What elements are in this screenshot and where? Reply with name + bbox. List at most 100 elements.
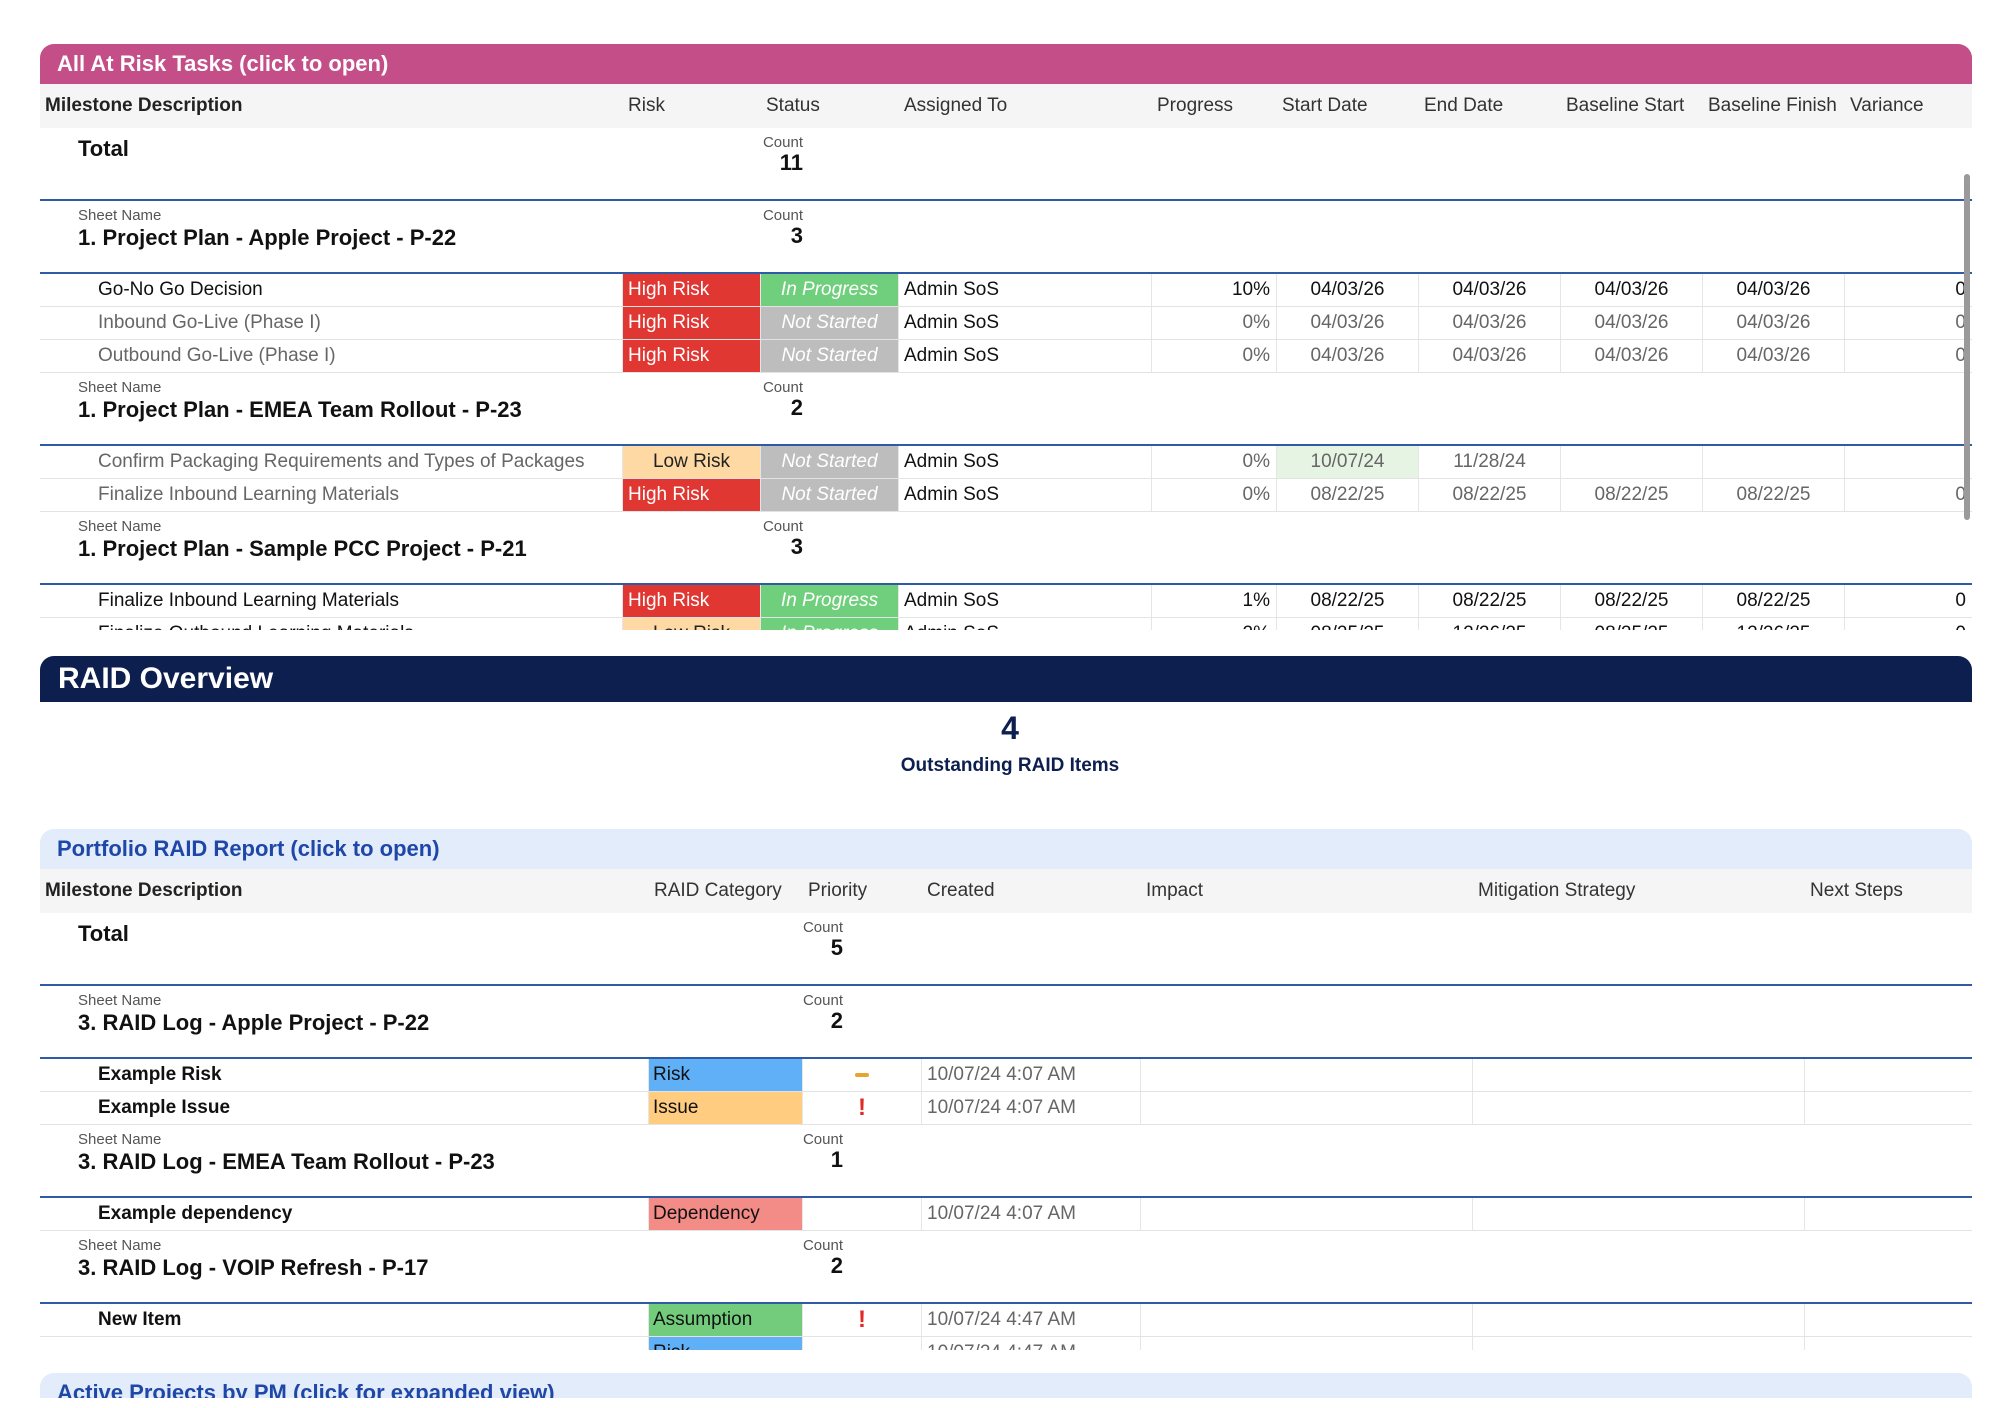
task-name: Confirm Packaging Requirements and Types… bbox=[40, 446, 623, 478]
task-name: Finalize Inbound Learning Materials bbox=[40, 479, 623, 511]
priority-cell bbox=[803, 1337, 922, 1350]
col-assigned-to[interactable]: Assigned To bbox=[904, 95, 1008, 116]
variance: 0 bbox=[1955, 312, 1966, 333]
sheet-name: 1. Project Plan - EMEA Team Rollout - P-… bbox=[78, 397, 522, 422]
progress: 0% bbox=[1152, 446, 1277, 478]
start-date: 04/03/26 bbox=[1277, 274, 1419, 306]
mitigation-strategy bbox=[1473, 1198, 1805, 1230]
at-risk-widget: All At Risk Tasks (click to open) Milest… bbox=[40, 44, 1972, 630]
col-risk[interactable]: Risk bbox=[628, 95, 665, 116]
group-header: Sheet Name 1. Project Plan - Apple Proje… bbox=[40, 201, 1972, 274]
variance bbox=[1845, 446, 1972, 478]
progress: 1% bbox=[1152, 585, 1277, 617]
mitigation-strategy bbox=[1473, 1092, 1805, 1124]
sheet-name-caption: Sheet Name bbox=[78, 379, 162, 396]
total-label: Total bbox=[78, 136, 129, 161]
table-row[interactable]: Example dependency Dependency 10/07/24 4… bbox=[40, 1198, 1972, 1231]
progress: 0% bbox=[1152, 479, 1277, 511]
count-caption: Count bbox=[762, 518, 803, 535]
impact bbox=[1141, 1059, 1473, 1091]
col-raid-category[interactable]: RAID Category bbox=[654, 880, 782, 901]
group-count: 3 bbox=[790, 223, 803, 248]
count-caption: Count bbox=[802, 1237, 843, 1254]
active-projects-title[interactable]: Active Projects by PM (click for expande… bbox=[57, 1380, 555, 1398]
col-next-steps[interactable]: Next Steps bbox=[1810, 880, 1903, 901]
assigned-to: Admin SoS bbox=[899, 479, 1152, 511]
next-steps bbox=[1805, 1337, 1972, 1350]
baseline-start: 08/22/25 bbox=[1561, 585, 1703, 617]
progress: 2% bbox=[1152, 618, 1277, 630]
baseline-finish: 04/03/26 bbox=[1703, 340, 1845, 372]
count-caption: Count bbox=[802, 1131, 843, 1148]
impact bbox=[1141, 1198, 1473, 1230]
table-row[interactable]: Go-No Go Decision High Risk In Progress … bbox=[40, 274, 1972, 307]
assigned-to: Admin SoS bbox=[899, 618, 1152, 630]
end-date: 04/03/26 bbox=[1419, 274, 1561, 306]
group-header: Sheet Name 1. Project Plan - EMEA Team R… bbox=[40, 373, 1972, 446]
sheet-name-caption: Sheet Name bbox=[78, 1131, 162, 1148]
sheet-name-caption: Sheet Name bbox=[78, 518, 162, 535]
table-row[interactable]: Finalize Outbound Learning Materials Low… bbox=[40, 618, 1972, 630]
table-row[interactable]: New Item Assumption ! 10/07/24 4:47 AM bbox=[40, 1304, 1972, 1337]
item-name: Example Risk bbox=[40, 1059, 649, 1091]
col-baseline-finish[interactable]: Baseline Finish bbox=[1708, 95, 1837, 116]
mitigation-strategy bbox=[1473, 1304, 1805, 1336]
total-label: Total bbox=[78, 921, 129, 946]
table-row[interactable]: Risk 10/07/24 4:47 AM bbox=[40, 1337, 1972, 1350]
end-date: 08/22/25 bbox=[1419, 585, 1561, 617]
priority-cell bbox=[803, 1198, 922, 1230]
sheet-name: 1. Project Plan - Sample PCC Project - P… bbox=[78, 536, 527, 561]
variance: 0 bbox=[1845, 618, 1972, 630]
status-badge: Not Started bbox=[761, 340, 899, 372]
created-date: 10/07/24 4:07 AM bbox=[922, 1059, 1141, 1091]
baseline-finish: 04/03/26 bbox=[1703, 274, 1845, 306]
table-row[interactable]: Confirm Packaging Requirements and Types… bbox=[40, 446, 1972, 479]
baseline-start bbox=[1561, 446, 1703, 478]
at-risk-table-body[interactable]: Total Count 11 Sheet Name 1. Project Pla… bbox=[40, 128, 1972, 630]
col-mitigation-strategy[interactable]: Mitigation Strategy bbox=[1478, 880, 1636, 901]
col-milestone-description[interactable]: Milestone Description bbox=[45, 95, 243, 116]
baseline-start: 04/03/26 bbox=[1561, 274, 1703, 306]
col-impact[interactable]: Impact bbox=[1146, 880, 1204, 901]
table-row[interactable]: Finalize Inbound Learning Materials High… bbox=[40, 585, 1972, 618]
col-variance[interactable]: Variance bbox=[1850, 95, 1924, 116]
mitigation-strategy bbox=[1473, 1337, 1805, 1350]
vertical-scrollbar[interactable] bbox=[1964, 174, 1970, 520]
created-date: 10/07/24 4:47 AM bbox=[922, 1304, 1141, 1336]
active-projects-header[interactable]: Active Projects by PM (click for expande… bbox=[40, 1373, 1972, 1398]
sheet-name-caption: Sheet Name bbox=[78, 207, 162, 224]
table-row[interactable]: Finalize Inbound Learning Materials High… bbox=[40, 479, 1972, 512]
col-created[interactable]: Created bbox=[927, 880, 995, 901]
col-start-date[interactable]: Start Date bbox=[1282, 95, 1368, 116]
total-count: 11 bbox=[779, 150, 803, 175]
table-row[interactable]: Example Issue Issue ! 10/07/24 4:07 AM bbox=[40, 1092, 1972, 1125]
raid-overview-title: RAID Overview bbox=[58, 662, 274, 695]
assigned-to: Admin SoS bbox=[899, 340, 1152, 372]
col-end-date[interactable]: End Date bbox=[1424, 95, 1504, 116]
outstanding-raid-count: 4 bbox=[1001, 710, 1019, 746]
raid-report-header[interactable]: Portfolio RAID Report (click to open) bbox=[40, 829, 1972, 869]
at-risk-header[interactable]: All At Risk Tasks (click to open) bbox=[40, 44, 1972, 84]
col-milestone-description[interactable]: Milestone Description bbox=[45, 880, 243, 901]
table-row[interactable]: Inbound Go-Live (Phase I) High Risk Not … bbox=[40, 307, 1972, 340]
high-priority-icon: ! bbox=[858, 1094, 866, 1121]
variance: 0 bbox=[1955, 345, 1966, 366]
sheet-name: 3. RAID Log - Apple Project - P-22 bbox=[78, 1010, 430, 1035]
impact bbox=[1141, 1304, 1473, 1336]
table-row[interactable]: Outbound Go-Live (Phase I) High Risk Not… bbox=[40, 340, 1972, 373]
count-caption: Count bbox=[762, 379, 803, 396]
raid-report-widget: Portfolio RAID Report (click to open) Mi… bbox=[40, 829, 1972, 1350]
col-status[interactable]: Status bbox=[766, 95, 820, 116]
col-priority[interactable]: Priority bbox=[808, 880, 868, 901]
group-count: 2 bbox=[830, 1008, 843, 1033]
raid-report-table-body[interactable]: Total Count 5 Sheet Name 3. RAID Log - A… bbox=[40, 913, 1972, 1350]
col-baseline-start[interactable]: Baseline Start bbox=[1566, 95, 1685, 116]
priority-cell: ! bbox=[803, 1304, 922, 1336]
at-risk-title[interactable]: All At Risk Tasks (click to open) bbox=[57, 51, 389, 76]
total-count: 5 bbox=[830, 935, 843, 960]
table-row[interactable]: Example Risk Risk 10/07/24 4:07 AM bbox=[40, 1059, 1972, 1092]
raid-report-title[interactable]: Portfolio RAID Report (click to open) bbox=[57, 836, 440, 861]
mitigation-strategy bbox=[1473, 1059, 1805, 1091]
status-badge: Not Started bbox=[761, 307, 899, 339]
col-progress[interactable]: Progress bbox=[1157, 95, 1234, 116]
